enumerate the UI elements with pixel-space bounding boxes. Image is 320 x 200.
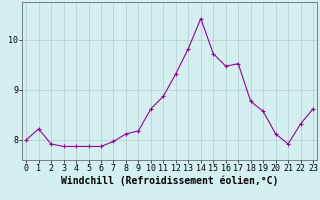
X-axis label: Windchill (Refroidissement éolien,°C): Windchill (Refroidissement éolien,°C) [61, 176, 278, 186]
